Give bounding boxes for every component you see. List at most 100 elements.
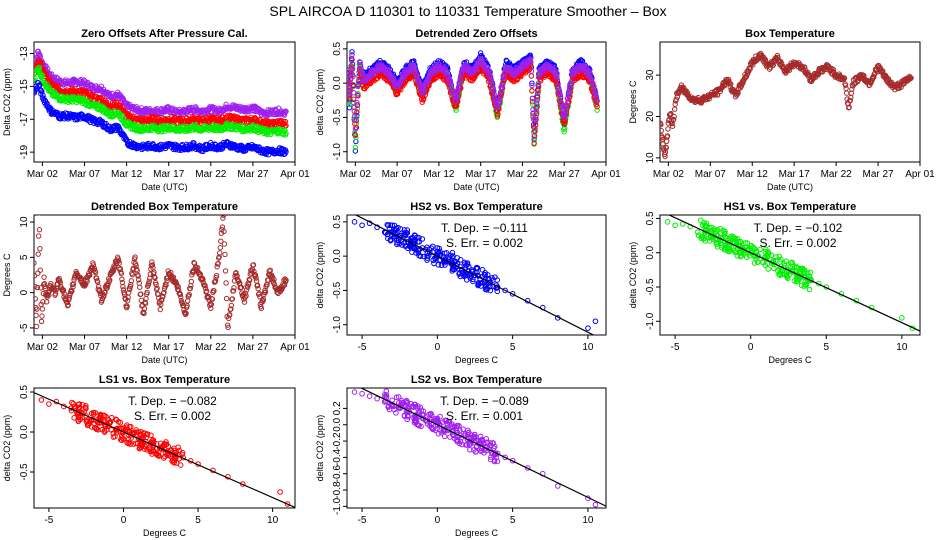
panel-title: Zero Offsets After Pressure Cal.: [81, 28, 247, 40]
data-point: [220, 215, 227, 218]
data-point: [37, 51, 43, 58]
x-tick-label: Mar 17: [153, 342, 185, 353]
data-point: [553, 78, 559, 85]
data-point: [129, 271, 136, 278]
y-tick-label: -1.0: [332, 316, 343, 334]
data-point: [220, 215, 226, 221]
data-point: [509, 291, 516, 297]
data-point: [215, 260, 221, 267]
data-point: [529, 82, 535, 89]
data-point: [213, 272, 220, 279]
data-point: [46, 76, 52, 82]
data-point: [740, 80, 746, 86]
series-box: [660, 50, 914, 160]
plot-frame: [659, 41, 921, 163]
data-point: [133, 263, 139, 269]
data-point: [225, 315, 232, 322]
data-point: [842, 82, 849, 88]
plot-frame: [33, 41, 296, 163]
data-point: [281, 282, 288, 288]
data-point: [353, 110, 360, 116]
y-tick-label: -19: [19, 144, 30, 159]
data-point: [488, 78, 495, 84]
y-axis-label: Degrees C: [628, 80, 638, 124]
data-point: [357, 59, 363, 66]
data-point: [217, 250, 223, 256]
data-point: [456, 84, 462, 90]
x-axis-label: Date (UTC): [141, 355, 187, 365]
data-point: [222, 251, 228, 258]
data-point: [496, 99, 502, 106]
data-point: [34, 284, 41, 291]
data-point: [36, 227, 43, 233]
data-point: [221, 228, 227, 235]
data-point: [527, 52, 533, 58]
data-point: [448, 81, 454, 87]
data-point: [672, 101, 678, 107]
plot-frame: [33, 214, 296, 336]
data-point: [118, 270, 125, 277]
x-tick-label: 5: [510, 342, 516, 353]
data-point: [238, 284, 245, 290]
y-tick-label: 0.0: [332, 76, 343, 90]
data-point: [347, 70, 351, 76]
y-axis-label: delta CO2 (ppm): [315, 242, 325, 309]
data-point: [349, 49, 355, 55]
x-tick-label: Apr 01: [591, 169, 621, 180]
data-point: [846, 104, 852, 111]
x-tick-label: Mar 02: [340, 169, 372, 180]
data-point: [660, 127, 664, 134]
data-point: [124, 298, 131, 304]
data-point: [531, 133, 537, 139]
data-point: [529, 87, 535, 94]
data-point: [353, 117, 359, 123]
data-point: [458, 79, 465, 85]
data-point: [38, 318, 45, 325]
data-point: [352, 148, 359, 154]
data-point: [728, 81, 734, 87]
data-point: [593, 95, 600, 102]
data-point: [262, 289, 269, 295]
data-point: [801, 64, 808, 70]
data-point: [103, 99, 110, 105]
data-point: [553, 71, 560, 78]
data-point: [663, 145, 669, 151]
data-point: [352, 144, 359, 151]
data-point: [101, 292, 107, 299]
x-tick-label: Mar 02: [27, 342, 59, 353]
data-point: [444, 69, 450, 76]
data-point: [561, 128, 567, 135]
data-point: [34, 304, 39, 311]
data-point: [660, 136, 666, 142]
data-point: [830, 66, 837, 73]
data-point: [242, 290, 249, 296]
data-point: [357, 62, 364, 68]
x-tick-label: Mar 12: [423, 169, 455, 180]
data-point: [908, 75, 914, 81]
data-point: [119, 276, 125, 282]
x-tick-label: Mar 22: [507, 169, 539, 180]
data-point: [283, 130, 289, 137]
y-tick-label: -15: [19, 79, 30, 94]
data-point: [491, 88, 497, 95]
data-point: [137, 284, 143, 290]
data-point: [283, 277, 289, 283]
x-tick-label: Mar 17: [465, 169, 497, 180]
data-point: [117, 265, 123, 272]
data-point: [534, 97, 540, 103]
data-point: [454, 90, 460, 97]
data-point: [44, 100, 50, 107]
data-point: [282, 276, 288, 282]
data-point: [202, 283, 208, 289]
data-point: [535, 81, 541, 87]
points-layer: [351, 215, 599, 335]
data-point: [590, 80, 596, 87]
y-tick-label: 10: [645, 152, 656, 164]
data-point: [501, 73, 507, 80]
data-point: [594, 98, 600, 104]
data-point: [594, 107, 600, 113]
data-point: [447, 78, 454, 84]
data-point: [37, 245, 43, 252]
data-point: [124, 303, 130, 310]
